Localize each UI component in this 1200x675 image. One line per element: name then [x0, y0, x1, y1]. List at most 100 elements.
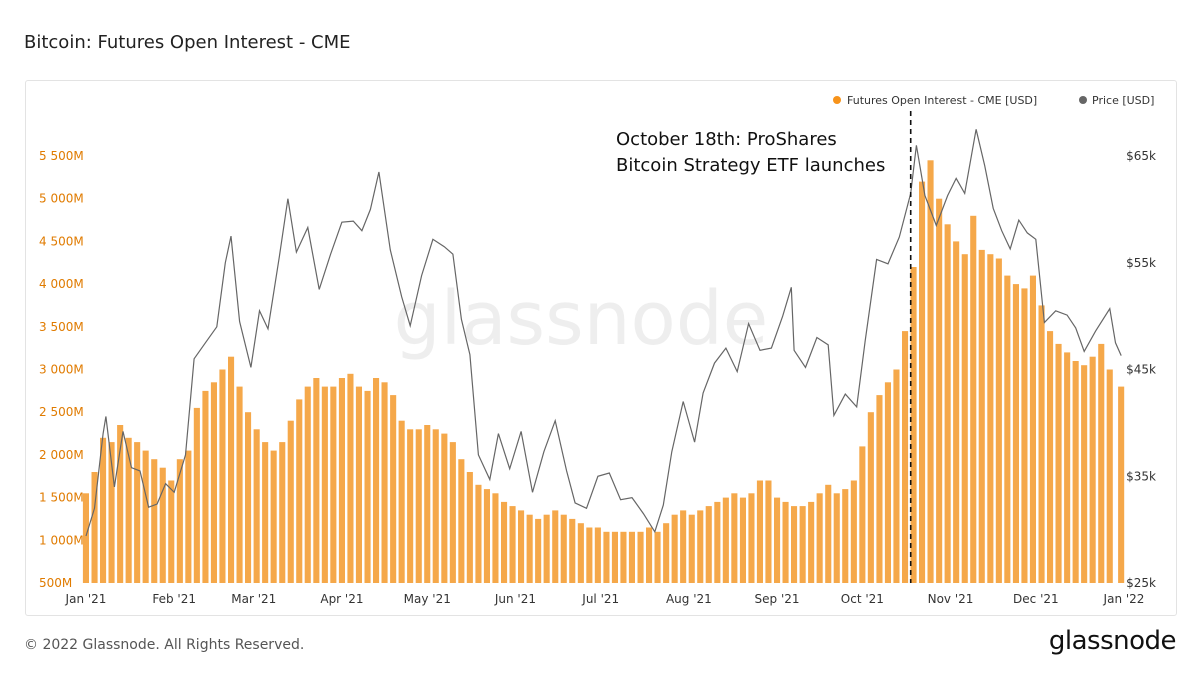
oi-bar	[1038, 305, 1045, 583]
left-axis: 500M 1 000M 1 500M 2 000M 2 500M 3 000M 3 500M…	[39, 149, 84, 590]
right-tick-label: $45k	[1126, 363, 1156, 377]
x-tick-label: Feb '21	[152, 592, 196, 606]
oi-bar	[432, 429, 439, 583]
oi-bar	[373, 378, 380, 583]
price-line-group	[85, 129, 1122, 537]
oi-bar	[518, 510, 525, 583]
oi-bar	[680, 510, 687, 583]
oi-bar	[262, 442, 269, 583]
oi-bar	[492, 493, 499, 583]
oi-bar	[1012, 284, 1019, 583]
oi-bar	[594, 527, 601, 583]
oi-bar	[1072, 361, 1079, 583]
oi-bar	[646, 527, 653, 583]
oi-bar	[185, 450, 192, 583]
oi-bar	[995, 258, 1002, 583]
oi-bar	[449, 442, 456, 583]
oi-bar	[1106, 369, 1113, 583]
oi-bar	[867, 412, 874, 583]
oi-bar	[526, 514, 533, 583]
oi-bar	[398, 420, 405, 583]
left-tick-label: 5 500M	[39, 149, 84, 163]
oi-bar	[193, 407, 200, 583]
oi-bar	[466, 472, 473, 583]
oi-bar	[842, 489, 849, 583]
oi-bar	[364, 390, 371, 583]
oi-bar	[304, 386, 311, 583]
oi-bar	[637, 531, 644, 583]
legend-oi-dot	[833, 96, 841, 104]
x-tick-label: Mar '21	[231, 592, 276, 606]
x-tick-label: Nov '21	[928, 592, 974, 606]
oi-bar	[458, 459, 465, 583]
x-tick-label: Aug '21	[666, 592, 712, 606]
oi-bar	[543, 514, 550, 583]
oi-bar	[338, 378, 345, 583]
oi-bar	[799, 506, 806, 583]
x-tick-label: Dec '21	[1013, 592, 1059, 606]
footer-copyright: © 2022 Glassnode. All Rights Reserved.	[24, 637, 305, 653]
oi-bar	[509, 506, 516, 583]
oi-bar	[535, 518, 542, 583]
oi-bar	[245, 412, 252, 583]
oi-bar	[782, 501, 789, 583]
legend-price-dot	[1079, 96, 1087, 104]
oi-bar	[1004, 275, 1011, 583]
left-tick-label: 4 500M	[39, 234, 84, 248]
oi-bar	[1047, 331, 1054, 583]
oi-bars	[82, 160, 1125, 584]
price-line	[85, 129, 1122, 537]
oi-bar	[850, 480, 857, 583]
oi-bar	[108, 442, 115, 583]
oi-bar	[1118, 386, 1125, 583]
oi-bar	[270, 450, 277, 583]
x-tick-label: Jan '21	[65, 592, 107, 606]
oi-bar	[91, 472, 98, 583]
oi-bar	[739, 497, 746, 583]
oi-bar	[1081, 365, 1088, 583]
oi-bar	[475, 484, 482, 583]
oi-bar	[577, 523, 584, 583]
oi-bar	[321, 386, 328, 583]
oi-bar	[253, 429, 260, 583]
chart-frame: glassnode October 18th: ProShares Bitcoin…	[25, 80, 1177, 616]
left-tick-label: 500M	[39, 576, 72, 590]
oi-bar	[714, 501, 721, 583]
oi-bar	[791, 506, 798, 583]
oi-bar	[347, 373, 354, 583]
oi-bar	[902, 331, 909, 583]
x-tick-label: Jul '21	[581, 592, 619, 606]
chart-svg: glassnode October 18th: ProShares Bitcoin…	[39, 94, 1156, 606]
oi-bar	[765, 480, 772, 583]
left-tick-label: 2 000M	[39, 448, 84, 462]
oi-bar	[176, 459, 183, 583]
x-tick-label: Apr '21	[320, 592, 363, 606]
oi-bar	[117, 425, 124, 583]
oi-bar	[202, 390, 209, 583]
oi-bar	[756, 480, 763, 583]
oi-bar	[159, 467, 166, 583]
oi-bar	[620, 531, 627, 583]
oi-bar	[919, 181, 926, 583]
oi-bar	[859, 446, 866, 583]
oi-bar	[313, 378, 320, 583]
oi-bar	[569, 518, 576, 583]
x-axis: Jan '21 Feb '21 Mar '21 Apr '21 May '21 Jun '…	[65, 592, 1145, 606]
oi-bar	[1021, 288, 1028, 583]
left-tick-label: 4 000M	[39, 277, 84, 291]
oi-bar	[910, 267, 917, 583]
legend: Futures Open Interest - CME [USD] Price […	[833, 94, 1154, 107]
oi-bar	[100, 437, 107, 583]
oi-bar	[654, 531, 661, 583]
oi-bar	[168, 480, 175, 583]
annotation-text: Bitcoin Strategy ETF launches	[616, 155, 885, 176]
oi-bar	[876, 395, 883, 583]
annotation-text: October 18th: ProShares	[616, 129, 837, 150]
etf-annotation: October 18th: ProShares Bitcoin Strategy …	[616, 111, 912, 583]
oi-bar	[1098, 343, 1105, 583]
oi-bar	[628, 531, 635, 583]
oi-bar	[893, 369, 900, 583]
oi-bar	[987, 254, 994, 583]
oi-bar	[142, 450, 149, 583]
oi-bar	[671, 514, 678, 583]
